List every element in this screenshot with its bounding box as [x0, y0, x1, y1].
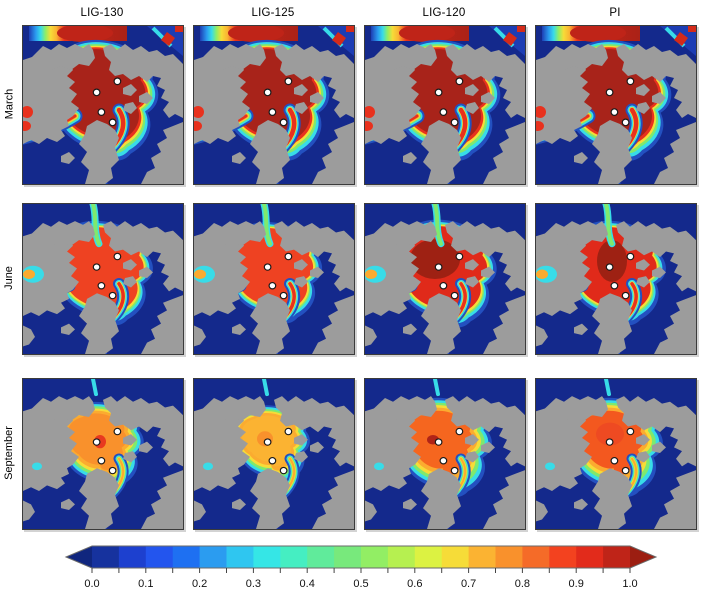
colorbar-tick-label: 0.0 [84, 578, 99, 590]
site-marker-4 [621, 118, 630, 127]
site-marker-1 [455, 427, 464, 436]
map-panel-june-pi [525, 200, 697, 360]
site-marker-4 [279, 118, 288, 127]
site-marker-4 [108, 291, 117, 300]
site-marker-2 [92, 88, 101, 97]
site-marker-3 [610, 457, 619, 465]
site-marker-3 [268, 108, 277, 116]
site-marker-1 [113, 427, 122, 436]
site-marker-4 [450, 118, 459, 127]
site-marker-2 [263, 88, 272, 97]
site-marker-1 [626, 252, 635, 261]
site-marker-1 [626, 427, 635, 436]
site-marker-1 [284, 252, 293, 261]
site-marker-1 [113, 77, 122, 86]
site-marker-4 [279, 466, 288, 475]
colorbar-tick-label: 1.0 [622, 578, 637, 590]
site-marker-3 [439, 457, 448, 465]
row-label-text: March [3, 88, 15, 120]
map-panel-september-lig-120 [364, 377, 526, 535]
colorbar-tick-label: 0.5 [353, 578, 368, 590]
site-marker-1 [455, 252, 464, 261]
colorbar-tick-label: 0.4 [300, 578, 315, 590]
site-marker-2 [434, 88, 443, 97]
map-panel-june-lig-125 [183, 200, 355, 360]
site-marker-3 [97, 282, 106, 290]
colorbar-tick-label: 0.1 [138, 578, 153, 590]
site-marker-4 [108, 118, 117, 127]
site-marker-4 [621, 466, 630, 475]
colorbar-tick-label: 0.6 [407, 578, 422, 590]
map-panel-march-lig-125 [182, 24, 355, 191]
row-label-text: September [3, 426, 15, 480]
map-panel-march-pi [524, 24, 697, 191]
site-marker-3 [268, 282, 277, 290]
site-marker-3 [268, 457, 277, 465]
site-marker-4 [450, 291, 459, 300]
colorbar-tick-label: 0.9 [569, 578, 584, 590]
row-label-june: June [0, 203, 18, 353]
colorbar-tick-label: 0.2 [192, 578, 207, 590]
site-marker-4 [279, 291, 288, 300]
map-panel-june-lig-120 [354, 200, 526, 360]
site-marker-3 [97, 457, 106, 465]
site-marker-3 [439, 282, 448, 290]
column-header-lig-125: LIG-125 [251, 7, 295, 19]
site-marker-2 [92, 263, 101, 271]
map-panel-september-lig-125 [193, 377, 355, 535]
site-marker-2 [605, 88, 614, 97]
column-header-lig-130: LIG-130 [80, 7, 124, 19]
map-panel-september-lig-130 [22, 377, 184, 535]
site-marker-2 [605, 263, 614, 271]
site-marker-4 [108, 466, 117, 475]
site-marker-1 [284, 427, 293, 436]
site-marker-2 [263, 263, 272, 271]
colorbar: 0.0 0.1 0.2 0.3 0.4 0.5 0.6 0.7 0.8 0.9 1.0 [64, 545, 658, 590]
site-marker-4 [450, 466, 459, 475]
site-marker-1 [113, 252, 122, 261]
site-marker-1 [284, 77, 293, 86]
map-panel-march-lig-130 [11, 24, 184, 191]
site-marker-2 [434, 263, 443, 271]
site-marker-2 [92, 438, 101, 446]
row-label-september: September [0, 378, 18, 528]
colorbar-tick-label: 0.7 [461, 578, 476, 590]
site-marker-1 [626, 77, 635, 86]
row-label-march: March [0, 25, 18, 183]
site-marker-3 [97, 108, 106, 116]
site-marker-1 [455, 77, 464, 86]
map-panel-march-lig-120 [353, 24, 526, 191]
column-header-lig-120: LIG-120 [422, 7, 466, 19]
column-header-pi: PI [609, 7, 621, 19]
site-marker-3 [610, 282, 619, 290]
site-marker-2 [263, 438, 272, 446]
colorbar-tick-label: 0.3 [246, 578, 261, 590]
site-marker-2 [605, 438, 614, 446]
site-marker-3 [610, 108, 619, 116]
site-marker-2 [434, 438, 443, 446]
map-panel-september-pi [535, 377, 697, 535]
colorbar-tick-label: 0.8 [515, 578, 530, 590]
site-marker-3 [439, 108, 448, 116]
row-label-text: June [3, 266, 16, 290]
map-panel-june-lig-130 [12, 200, 184, 360]
site-marker-4 [621, 291, 630, 300]
